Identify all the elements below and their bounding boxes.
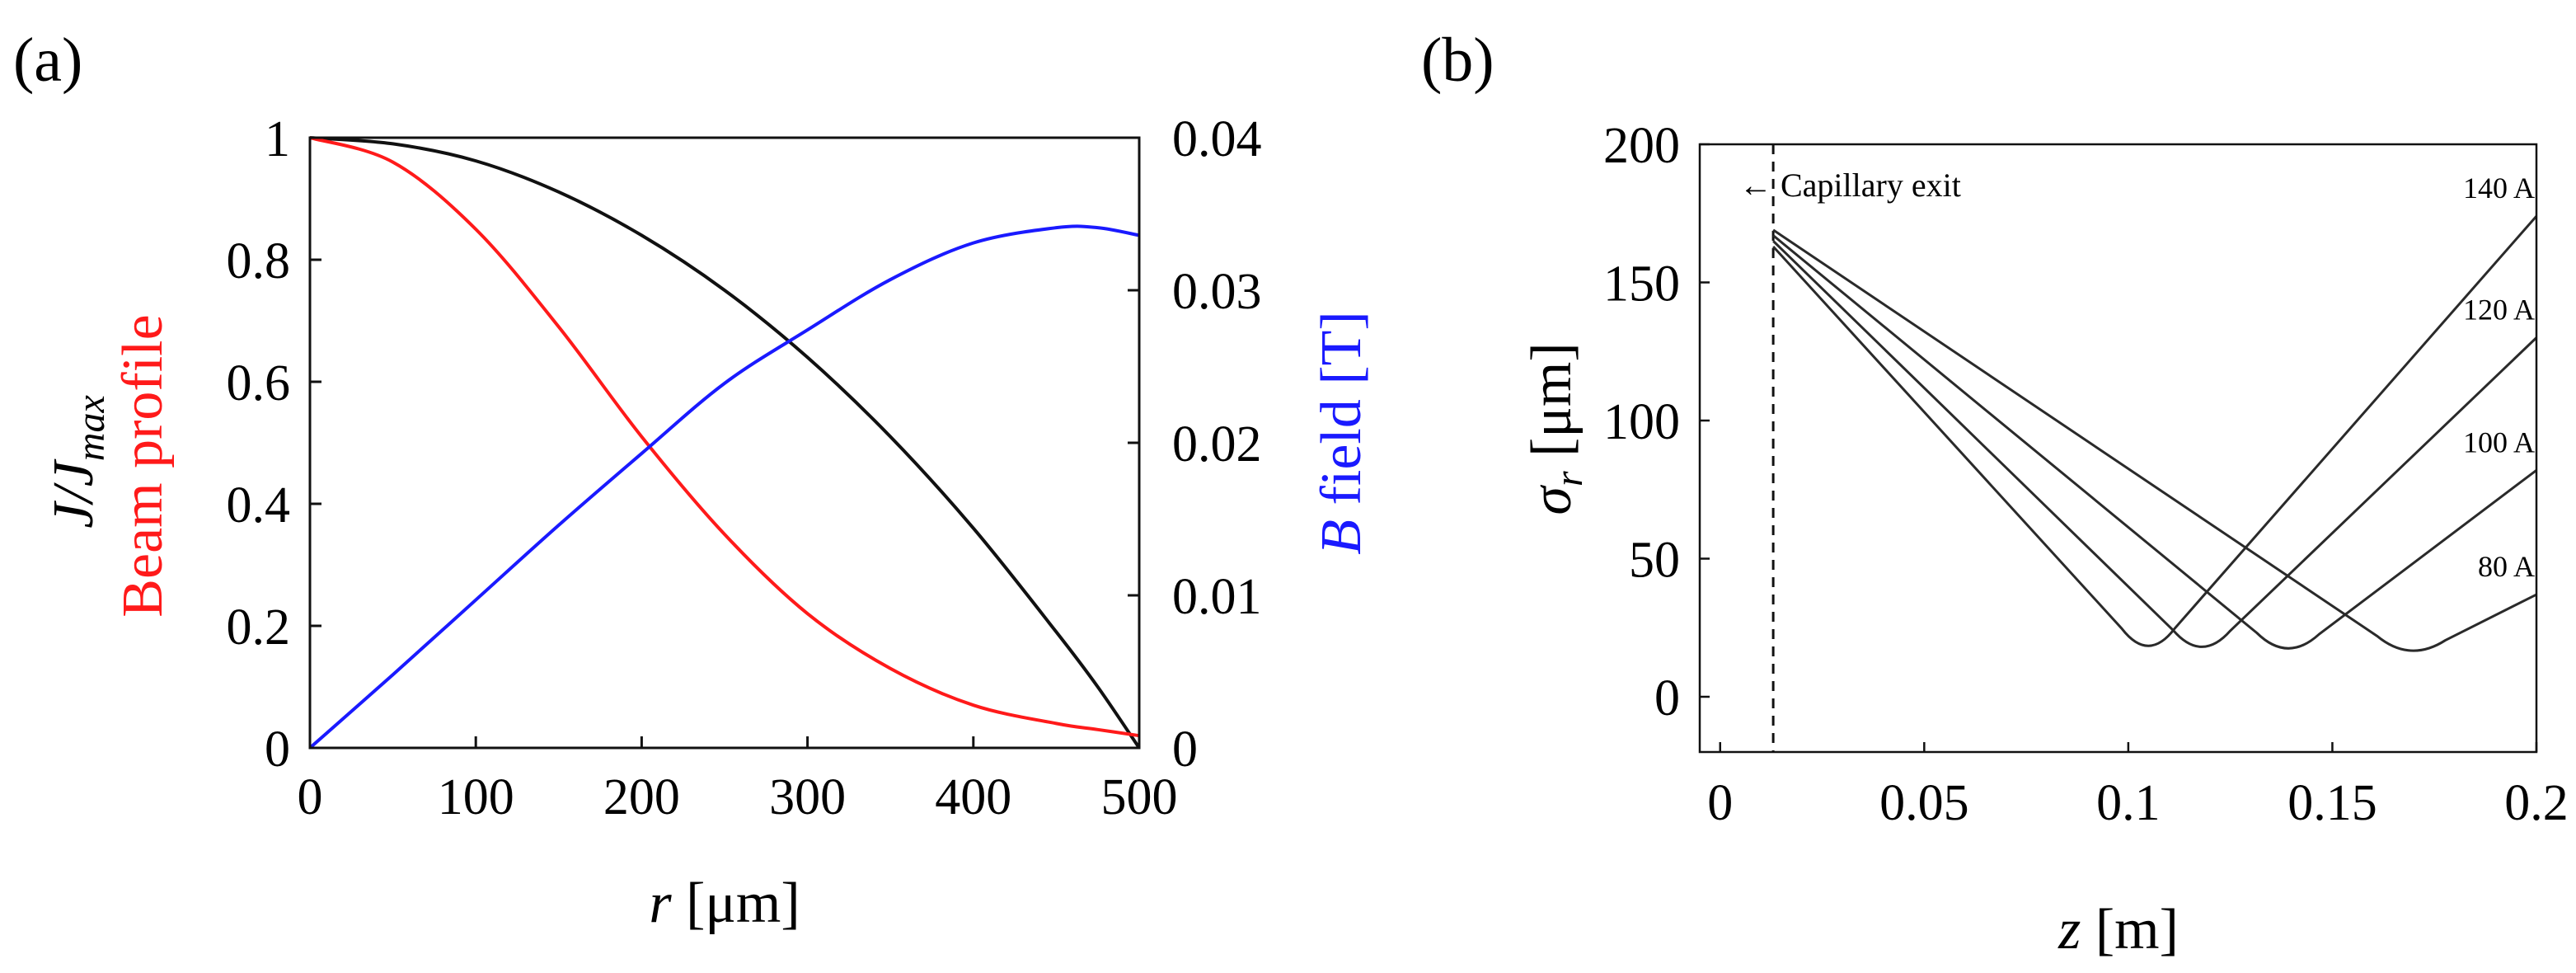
y-right-tick-label: 0	[1172, 722, 1198, 778]
panel-b-label: (b)	[1421, 26, 1494, 95]
panel-b-tick-labels: 0 0.05 0.1 0.15 0.2 0 50 100 150 200 140 A 120 A 100…	[1603, 118, 2569, 831]
y-tick-label: 150	[1603, 256, 1680, 313]
y-left-tick-label: 0.2	[227, 599, 291, 656]
panel-a-ylabel-j: J/Jmax	[42, 395, 113, 529]
y-right-tick-label: 0.03	[1172, 264, 1262, 320]
x-tick-label: 0.1	[2096, 775, 2161, 831]
y-right-tick-label: 0.04	[1172, 111, 1262, 167]
sigma-curve-140a	[1772, 215, 2538, 647]
x-tick-label: 500	[1101, 769, 1178, 825]
y-left-tick-label: 0.4	[227, 477, 291, 534]
panel-b-curves	[1771, 144, 2538, 752]
panel-a-ticks	[308, 136, 1141, 750]
y-left-tick-label: 0	[265, 722, 290, 778]
x-tick-label: 0.15	[2287, 775, 2377, 831]
y-tick-label: 0	[1654, 670, 1680, 726]
panel-b-xlabel: z [m]	[2058, 898, 2179, 961]
sigma-curve-100a	[1772, 234, 2537, 650]
y-tick-label: 50	[1629, 533, 1680, 589]
y-left-tick-label: 0.6	[227, 355, 291, 411]
panel-a-ylabel-bfield: B field [T]	[1310, 311, 1373, 554]
y-left-tick-label: 1	[265, 111, 290, 167]
j-ratio-curve	[309, 136, 1141, 750]
x-tick-label: 0.2	[2504, 775, 2569, 831]
panel-a-ylabel-beam: Beam profile	[111, 314, 175, 617]
sigma-curve-80a	[1772, 228, 2537, 652]
x-tick-label: 200	[603, 769, 680, 825]
panel-b-frame	[1698, 143, 2538, 754]
capillary-exit-annotation: ← Capillary exit	[1739, 167, 1961, 204]
curve-label: 80 A	[2478, 550, 2535, 583]
y-tick-label: 100	[1603, 394, 1680, 450]
panel-b-ticks	[1700, 143, 2538, 752]
panel-a-label: (a)	[13, 26, 82, 95]
curve-label: 140 A	[2463, 172, 2535, 204]
panel-a-xlabel: r [μm]	[649, 872, 800, 935]
panel-a-frame	[308, 136, 1141, 750]
y-right-tick-label: 0.01	[1172, 569, 1262, 625]
panel-a-curves	[308, 136, 1141, 750]
x-tick-label: 0	[1707, 775, 1733, 831]
beam-profile-curve	[309, 136, 1140, 738]
x-tick-label: 300	[769, 769, 846, 825]
panel-b: (b) 0 0.05 0.1 0.15 0.2 0 50 100 150 200 140 A 120 …	[1421, 26, 2569, 961]
curve-label: 100 A	[2463, 425, 2535, 458]
x-tick-label: 0	[298, 769, 323, 825]
b-field-curve	[308, 224, 1140, 750]
panel-a: (a) 0 100 200 300 400 50000.20.40.60.8100.010…	[13, 26, 1373, 935]
y-tick-label: 200	[1603, 118, 1680, 174]
x-tick-label: 0.05	[1879, 775, 1969, 831]
x-tick-label: 100	[438, 769, 514, 825]
y-left-tick-label: 0.8	[227, 233, 291, 289]
curve-label: 120 A	[2463, 294, 2535, 327]
panel-b-ylabel: σr [μm]	[1520, 342, 1591, 515]
x-tick-label: 400	[935, 769, 1011, 825]
sigma-curve-120a	[1772, 240, 2538, 648]
panel-a-tick-labels: 0 100 200 300 400 50000.20.40.60.8100.010.020…	[227, 111, 1262, 825]
y-right-tick-label: 0.02	[1172, 416, 1262, 472]
